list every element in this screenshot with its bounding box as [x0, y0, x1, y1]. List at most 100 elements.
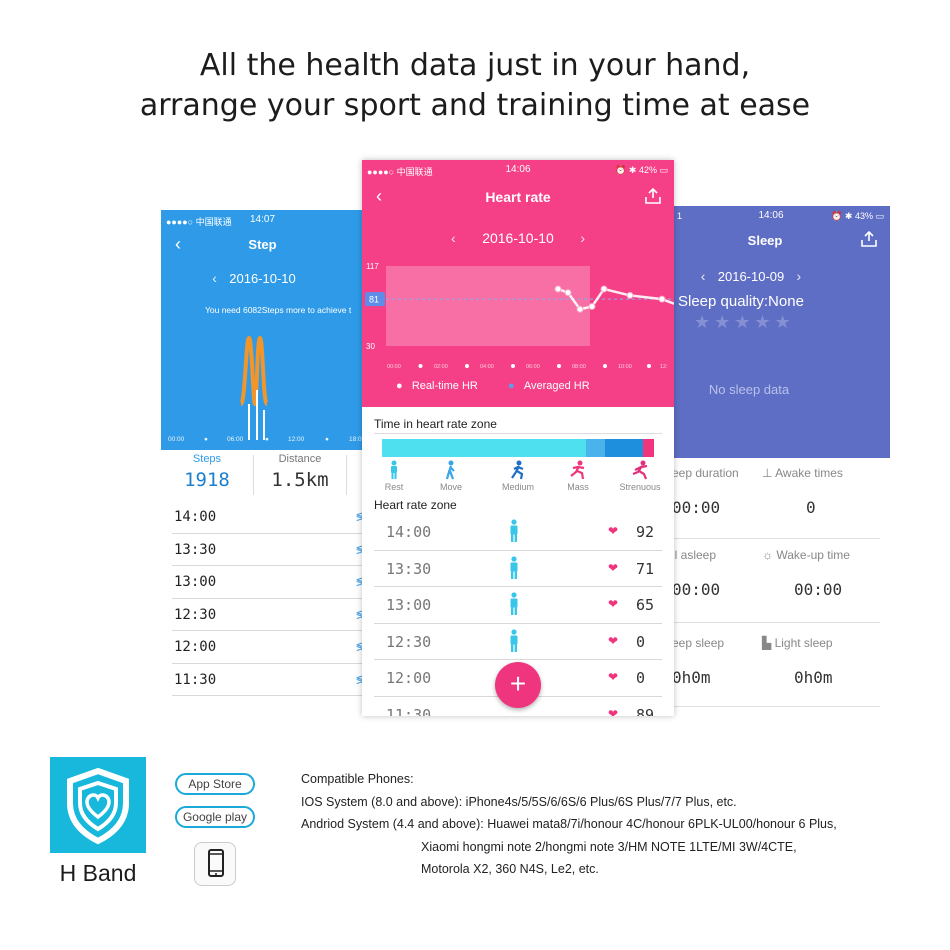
next-date-icon[interactable]: › [580, 230, 586, 246]
zone-label: Medium [501, 482, 534, 492]
list-item[interactable]: 13:00 ≶ [172, 566, 364, 599]
steps-chart [175, 335, 323, 440]
row-value: 89 [636, 705, 655, 717]
bed-icon: ▙ [762, 636, 775, 650]
row-value: 92 [636, 523, 655, 541]
heart-rate-point [576, 305, 584, 313]
heart-rate-chart: 117 30 81 00:00 02:00 04:00 06:00 08:00 10:00 12: [365, 262, 674, 370]
shoe-icon: ≶ [356, 639, 364, 654]
zone-rest: Rest [364, 460, 424, 492]
stat-label-text: Wake-up time [776, 548, 850, 562]
navbar: Sleep [672, 226, 890, 256]
carrier-label: ●●●●○ 中国联通 [367, 167, 433, 177]
date-selector: ‹ 2016-10-09 › [676, 268, 826, 284]
heart-header-panel: ●●●●○ 中国联通 14:06 ⏰ ✱ 42% ▭ ‹ Heart rate … [362, 160, 674, 407]
navbar: ‹ Step [161, 230, 364, 260]
x-axis-dot [647, 364, 651, 368]
sun-icon: ☼ [762, 548, 777, 562]
prev-date-icon[interactable]: ‹ [450, 230, 456, 246]
x-axis-label: 02:00 [434, 364, 448, 370]
row-time: 11:30 [174, 671, 217, 688]
list-item[interactable]: 13:30 ❤ 71 [374, 551, 662, 587]
back-icon[interactable]: ‹ [175, 234, 181, 254]
row-time: 12:00 [386, 669, 432, 687]
date-selector: ‹ 2016-10-10 [161, 270, 364, 286]
prev-date-icon[interactable]: ‹ [700, 268, 706, 284]
person-icon [508, 519, 520, 548]
compat-android: Andriod System (4.4 and above): Huawei m… [301, 817, 837, 831]
stat-value: 1.5km [271, 469, 329, 491]
stat-value: 0h0m [672, 668, 711, 687]
average-badge [365, 292, 385, 307]
heart-icon: ❤ [608, 670, 619, 684]
add-button[interactable]: + [495, 662, 541, 708]
list-item[interactable]: 11:30 ❤ 89 [374, 697, 662, 717]
share-icon[interactable] [860, 231, 878, 247]
battery-label: ⏰ ✱ 42% ▭ [615, 165, 668, 175]
list-item[interactable]: 14:00 ❤ 92 [374, 514, 662, 551]
divider [253, 455, 254, 495]
divider [672, 706, 880, 707]
list-item[interactable]: 13:00 ❤ 65 [374, 587, 662, 624]
stat-light-sleep: ▙ Light sleep 0h0m [760, 628, 868, 708]
prev-date-icon[interactable]: ‹ [212, 270, 217, 286]
y-axis-max-label: 117 [366, 262, 379, 271]
h-band-logo [50, 757, 146, 853]
next-date-icon[interactable]: › [796, 268, 802, 284]
list-item[interactable]: 13:30 ≶ [172, 534, 364, 566]
steps-list: 14:00 ≶ 13:30 ≶ 13:00 ≶ 12:30 ≶ 12:00 ≶ 11:30… [172, 501, 364, 696]
steps-stats: Steps 1918 Distance 1.5km [161, 453, 364, 501]
shoe-icon: ≶ [356, 606, 364, 622]
stat-label: Distance [278, 453, 322, 465]
list-item[interactable]: 12:30 ≶ [172, 599, 364, 631]
stat-value: 1918 [184, 469, 230, 491]
row-time: 13:00 [174, 574, 217, 590]
awake-icon: ⊥ [762, 466, 776, 480]
list-item[interactable]: 12:00 ≶ [172, 631, 364, 664]
zone-label: Move [439, 482, 462, 492]
status-time: 14:07 [249, 214, 276, 225]
date-label: 2016-10-10 [482, 230, 554, 246]
row-value: 0 [636, 669, 646, 687]
stat-value: 00:00 [672, 498, 721, 517]
carrier-label: ●●●●○ 中国联通 [166, 217, 232, 227]
compat-android-3: Motorola X2, 360 N4S, Le2, etc. [421, 862, 599, 876]
person-icon [508, 592, 520, 621]
battery-label: ⏰ ✱ 43% ▭ [831, 211, 884, 221]
status-time: 14:06 [758, 210, 784, 221]
stat-awake-times: ⊥ Awake times 0 [760, 458, 868, 538]
x-axis-label: 04:00 [480, 364, 494, 370]
heart-rate-point [600, 285, 608, 293]
goal-hint: You need 6082Steps more to achieve t [205, 305, 352, 315]
stat-value: 00:00 [672, 580, 721, 599]
shoe-icon: ≶ [356, 574, 364, 589]
heart-rate-point [564, 289, 572, 297]
list-item[interactable]: 12:30 ❤ 0 [374, 624, 662, 660]
headline-line-2: arrange your sport and training time at … [139, 88, 811, 123]
phone-icon[interactable] [194, 842, 236, 886]
heart-rate-point [554, 285, 562, 293]
person-icon [508, 555, 520, 585]
list-item[interactable]: 11:30 ≶ [172, 664, 364, 696]
status-bar: ●●●●○ 中国联通 14:06 ⏰ ✱ 42% ▭ [362, 160, 674, 180]
app-store-button[interactable]: App Store [175, 773, 255, 795]
quality-stars: ★★★★★ [694, 312, 795, 332]
walking-person-icon [421, 460, 481, 482]
axis-label: 12:00 [288, 436, 305, 443]
google-play-button[interactable]: Google play [175, 806, 255, 828]
stat-value: 0h0m [794, 668, 833, 687]
zone-label: Mass [567, 482, 589, 492]
page-title: Sleep [747, 233, 783, 248]
share-icon[interactable] [644, 188, 662, 204]
compatibility-info: Compatible Phones: IOS System (8.0 and a… [301, 768, 837, 881]
back-icon[interactable]: ‹ [376, 186, 382, 206]
brand-name: H Band [59, 860, 137, 886]
zone-bar [382, 439, 654, 457]
axis-dot: ● [204, 436, 208, 443]
date-selector: ‹ 2016-10-10 › [362, 230, 674, 246]
divider [346, 455, 347, 495]
list-item[interactable]: 14:00 ≶ [172, 501, 364, 534]
stat-value: 0 [806, 498, 816, 517]
shield-heart-icon [67, 767, 129, 845]
axis-dot: ● [265, 436, 269, 443]
